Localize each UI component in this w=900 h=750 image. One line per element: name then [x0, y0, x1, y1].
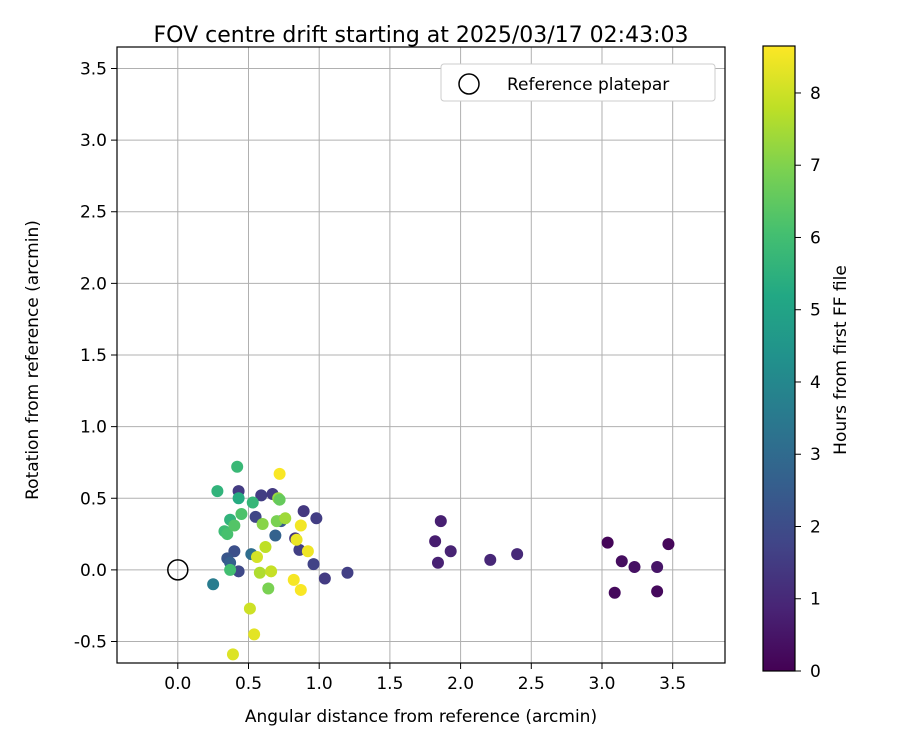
y-tick-label: 0.0: [80, 561, 107, 581]
colorbar: 0 1 2 3 4 5 6 7 8 Hours from first FF file: [762, 45, 851, 682]
scatter-point: [259, 540, 272, 553]
scatter-point: [287, 573, 300, 586]
scatter-point: [310, 512, 323, 525]
x-tick-label: 2.0: [447, 674, 474, 694]
scatter-point: [608, 586, 621, 599]
scatter-point: [662, 538, 675, 551]
scatter-point: [484, 553, 497, 566]
y-axis-label: Rotation from reference (arcmin): [23, 220, 43, 500]
scatter-point: [232, 492, 245, 505]
y-tick-label: -0.5: [74, 633, 107, 653]
y-tick-label: 1.5: [80, 346, 107, 366]
y-tick-label: 2.5: [80, 203, 107, 223]
scatter-point: [253, 566, 266, 579]
reference-marker: [167, 559, 189, 581]
legend-marker: [458, 73, 480, 95]
colorbar-tick-label: 3: [810, 445, 821, 465]
scatter-point: [273, 493, 286, 506]
scatter-point: [279, 512, 292, 525]
colorbar-tick-label: 5: [810, 301, 821, 321]
scatter-point: [248, 628, 261, 641]
scatter-point: [221, 528, 234, 541]
scatter-point: [211, 485, 224, 498]
scatter-point: [429, 535, 442, 548]
x-tick-label: 1.0: [306, 674, 333, 694]
legend-label: Reference platepar: [507, 75, 669, 95]
x-tick-label: 0.5: [235, 674, 262, 694]
x-tick-label: 3.0: [588, 674, 615, 694]
scatter-point: [341, 566, 354, 579]
reference-point: [167, 559, 189, 581]
scatter-point: [434, 515, 447, 528]
x-axis-ticks: 0.0 0.5 1.0 1.5 2.0 2.5 3.0 3.5: [164, 663, 686, 694]
data-points: [207, 460, 675, 661]
colorbar-tick-label: 8: [810, 84, 821, 104]
scatter-point: [297, 505, 310, 518]
grid: [117, 47, 725, 663]
x-axis-label: Angular distance from reference (arcmin): [245, 707, 597, 727]
scatter-point: [262, 582, 275, 595]
scatter-point: [250, 550, 263, 563]
scatter-point: [444, 545, 457, 558]
scatter-point: [243, 602, 256, 615]
y-tick-label: 1.0: [80, 418, 107, 438]
colorbar-gradient: [762, 45, 796, 672]
legend-box: [440, 63, 716, 102]
y-tick-label: 3.5: [80, 59, 107, 79]
scatter-point: [294, 583, 307, 596]
colorbar-tick-label: 2: [810, 517, 821, 537]
scatter-point: [431, 556, 444, 569]
x-tick-label: 3.5: [659, 674, 686, 694]
scatter-point: [601, 536, 614, 549]
legend: Reference platepar: [440, 63, 716, 102]
scatter-point: [628, 561, 641, 574]
scatter-point: [246, 496, 259, 509]
scatter-point: [290, 533, 303, 546]
scatter-point: [265, 565, 278, 578]
scatter-point: [318, 572, 331, 585]
scatter-point: [228, 519, 241, 532]
scatter-point: [301, 545, 314, 558]
colorbar-tick-label: 0: [810, 662, 821, 682]
scatter-point: [273, 467, 286, 480]
x-tick-label: 0.0: [164, 674, 191, 694]
scatter-point: [511, 548, 524, 561]
scatter-point: [226, 648, 239, 661]
colorbar-label: Hours from first FF file: [831, 265, 851, 455]
colorbar-tick-label: 4: [810, 373, 821, 393]
y-axis-ticks: -0.5 0.0 0.5 1.0 1.5 2.0 2.5 3.0 3.5: [74, 59, 117, 653]
scatter-point: [269, 529, 282, 542]
y-tick-label: 3.0: [80, 131, 107, 151]
scatter-point: [294, 519, 307, 532]
y-tick-label: 0.5: [80, 489, 107, 509]
scatter-point: [256, 518, 269, 531]
scatter-point: [651, 561, 664, 574]
colorbar-tick-label: 1: [810, 590, 821, 610]
colorbar-tick-label: 6: [810, 228, 821, 248]
x-tick-label: 1.5: [376, 674, 403, 694]
colorbar-tick-label: 7: [810, 156, 821, 176]
scatter-point: [307, 558, 320, 571]
x-tick-label: 2.5: [518, 674, 545, 694]
y-tick-label: 2.0: [80, 274, 107, 294]
scatter-point: [207, 578, 220, 591]
scatter-point: [615, 555, 628, 568]
colorbar-ticks: 0 1 2 3 4 5 6 7 8: [795, 84, 821, 682]
chart-title: FOV centre drift starting at 2025/03/17 …: [154, 23, 689, 48]
scatter-point: [231, 460, 244, 473]
scatter-point: [235, 508, 248, 521]
scatter-point: [224, 563, 237, 576]
scatter-point: [651, 585, 664, 598]
scatter-point: [255, 489, 268, 502]
